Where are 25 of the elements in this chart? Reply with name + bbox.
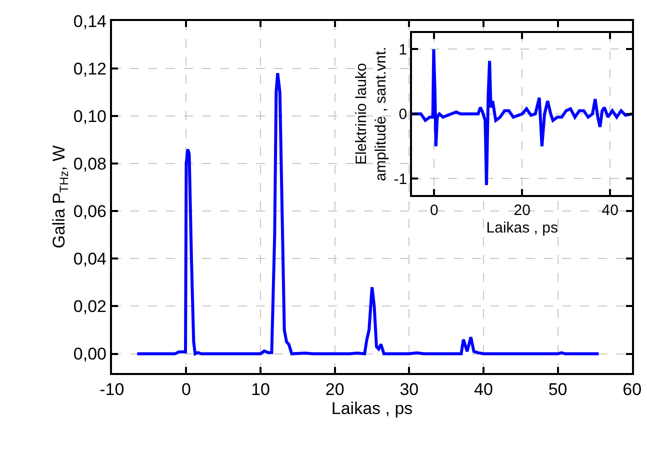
y-tick-label: 0 bbox=[398, 106, 408, 124]
y-tick-label: 0,12 bbox=[73, 59, 107, 78]
y-tick-label: 0,14 bbox=[73, 12, 107, 31]
y-tick-label: 0,08 bbox=[73, 154, 107, 174]
x-tick-label: 0 bbox=[182, 380, 191, 400]
x-axis-title: Laikas , ps bbox=[331, 399, 413, 418]
x-tick-label: 20 bbox=[325, 380, 344, 400]
y-tick-label: 1 bbox=[398, 41, 408, 58]
x-tick-label: 40 bbox=[474, 380, 493, 400]
y-tick-label: 0,06 bbox=[73, 202, 107, 222]
x-axis-title: Laikas , ps bbox=[486, 219, 558, 236]
x-tick-label: 0 bbox=[430, 202, 438, 219]
y-tick-label: 0,02 bbox=[73, 297, 107, 316]
y-tick-label: 0,00 bbox=[73, 344, 107, 364]
x-tick-label: 40 bbox=[602, 202, 618, 219]
x-tick-label: 50 bbox=[548, 380, 568, 400]
x-tick-label: 20 bbox=[514, 202, 530, 219]
x-tick-label: 10 bbox=[251, 380, 270, 400]
y-tick-label: -1 bbox=[394, 170, 408, 188]
x-tick-label: 60 bbox=[622, 380, 642, 400]
x-tick-label: 30 bbox=[400, 380, 419, 400]
y-axis-title: Elektrinio lauko amplitudė , sant.vnt. bbox=[353, 46, 390, 182]
x-tick-label: -10 bbox=[100, 380, 124, 400]
y-tick-label: 0,10 bbox=[73, 106, 107, 126]
y-tick-label: 0,04 bbox=[73, 250, 107, 269]
